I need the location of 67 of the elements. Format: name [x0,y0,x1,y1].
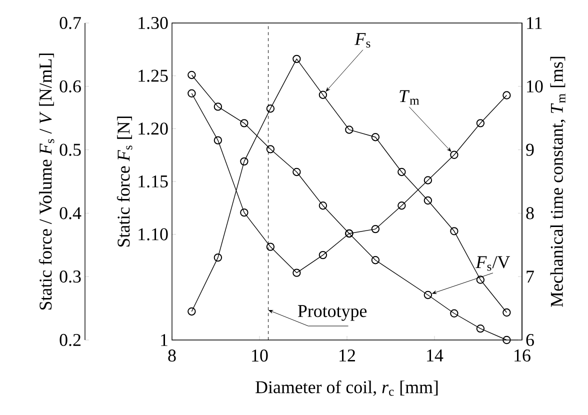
y2-axis-title: Mechanical time constant, T$_{m}$ [ms] [550,56,566,307]
text: F$_{s}$ [354,33,370,48]
ref-line-label: Prototype [298,305,367,321]
point [502,91,511,100]
point [292,268,301,277]
point [450,150,458,159]
point [188,89,196,98]
point [424,290,432,300]
point [476,119,485,128]
y3-tick-label: 0.3 [60,270,81,283]
y3-tick-label: 0.6 [60,80,81,92]
y2-tick-label: 11 [527,17,542,29]
point [371,224,380,234]
y-tick-label: 1.20 [138,122,168,135]
point [345,126,354,134]
point [214,253,222,262]
text: T$_{m}$ [400,90,420,105]
point [240,119,248,128]
point [450,227,458,236]
point [450,309,458,318]
y-axis-title: Static force F$_{s}$ [N] [116,116,132,247]
point [240,157,248,166]
point [318,90,328,99]
point [398,168,406,176]
point [188,307,196,316]
point [424,176,432,184]
y-tick-label: 1.30 [138,16,168,30]
y3-tick-label: 0.5 [60,144,81,156]
point [502,336,511,344]
x-tick-label: 14 [427,350,444,362]
y3-tick-label: 0.4 [60,207,82,220]
y2-tick-label: 8 [526,207,534,220]
x-tick-label: 10 [252,350,268,362]
point [214,136,222,144]
point [398,201,406,210]
point [502,308,511,317]
point [318,250,328,260]
point [214,102,222,111]
y3-tick-label: 0.2 [60,334,80,346]
y-tick-label: 1.10 [138,228,168,240]
x-tick-label: 8 [168,350,176,362]
point [476,324,485,333]
point [292,54,301,64]
point [424,196,432,205]
point [292,168,301,176]
x-tick-label: 12 [340,350,355,362]
x-tick-label: 16 [514,350,530,362]
text: F$_{s}$/V [476,256,510,271]
point [266,145,275,154]
point [371,256,380,264]
y2-tick-label: 10 [527,80,543,92]
y2-tick-label: 7 [526,270,534,282]
point [318,201,328,210]
y2-tick-label: 9 [526,144,534,156]
y3-tick-label: 0.7 [60,16,81,30]
y-tick-label: 1 [161,334,168,346]
point [371,133,380,142]
point [476,276,485,284]
y-tick-label: 1.15 [138,175,168,188]
y-tick-label: 1.25 [138,70,168,82]
point [188,70,196,80]
point [266,104,275,113]
y2-tick-label: 6 [526,334,534,346]
x-axis-title: Diameter of coil, r$_{c}$ [mm] [256,380,438,396]
point [266,242,275,251]
y3-axis-title: Static force / Volume F$_{s}$ / V [N/mL] [38,54,54,310]
point [240,208,248,217]
